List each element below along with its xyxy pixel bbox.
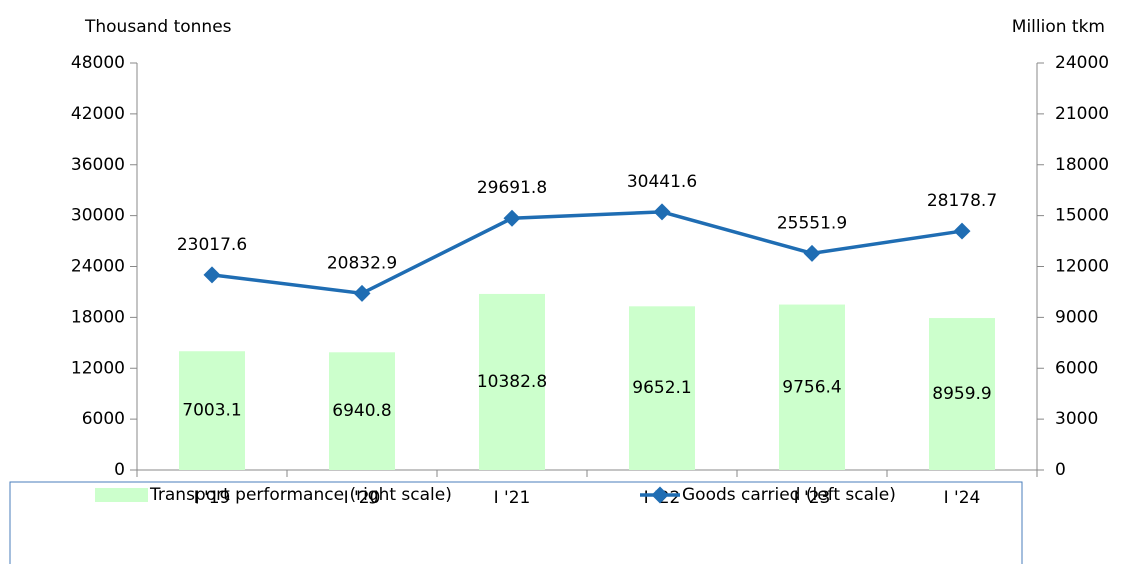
- bar: [779, 304, 845, 470]
- line-marker: [653, 203, 671, 221]
- y-axis-title: Thousand tonnes: [84, 17, 232, 37]
- legend-label: Transport performance (right scale): [149, 485, 452, 505]
- line-value-label: 30441.6: [627, 172, 697, 192]
- y2-tick-label: 21000: [1055, 104, 1109, 124]
- y2-tick-label: 18000: [1055, 155, 1109, 175]
- y2-tick-label: 15000: [1055, 206, 1109, 226]
- bar-value-label: 8959.9: [932, 384, 991, 404]
- bar: [929, 318, 995, 470]
- y-tick-label: 42000: [71, 104, 125, 124]
- line-marker: [503, 209, 521, 227]
- bar-value-label: 9756.4: [782, 377, 841, 397]
- line-value-label: 25551.9: [777, 213, 847, 233]
- y-tick-label: 24000: [71, 257, 125, 277]
- line-marker: [353, 284, 371, 302]
- y-tick-label: 36000: [71, 155, 125, 175]
- y2-tick-label: 12000: [1055, 257, 1109, 277]
- line-value-label: 28178.7: [927, 191, 997, 211]
- x-tick-label: I '19: [194, 488, 231, 508]
- y-tick-label: 48000: [71, 53, 125, 73]
- x-tick-label: I '20: [344, 488, 381, 508]
- line-value-label: 29691.8: [477, 178, 547, 198]
- bar-value-label: 9652.1: [632, 378, 691, 398]
- bar: [179, 351, 245, 470]
- y2-tick-label: 0: [1055, 460, 1066, 480]
- y2-tick-label: 24000: [1055, 53, 1109, 73]
- y-tick-label: 6000: [82, 409, 125, 429]
- bar: [629, 306, 695, 470]
- bar: [329, 352, 395, 470]
- line-value-label: 23017.6: [177, 235, 247, 255]
- y-tick-label: 12000: [71, 358, 125, 378]
- y-tick-label: 0: [114, 460, 125, 480]
- x-tick-label: I '24: [944, 488, 981, 508]
- y2-tick-label: 9000: [1055, 307, 1098, 327]
- line-marker: [203, 266, 221, 284]
- y-tick-label: 18000: [71, 307, 125, 327]
- bar-value-label: 7003.1: [182, 401, 241, 421]
- y2-tick-label: 6000: [1055, 358, 1098, 378]
- line: [211, 210, 963, 296]
- bar: [479, 293, 545, 470]
- line-marker: [953, 222, 971, 240]
- line-value-label: 20832.9: [327, 253, 397, 273]
- x-tick-label: I '21: [494, 488, 531, 508]
- bar-value-label: 10382.8: [477, 372, 547, 392]
- y-tick-label: 30000: [71, 206, 125, 226]
- legend-marker: [651, 486, 669, 504]
- y2-tick-label: 3000: [1055, 409, 1098, 429]
- legend-box: [9, 481, 1023, 564]
- x-tick-label: I '23: [794, 488, 831, 508]
- y2-axis-title: Million tkm: [1012, 17, 1105, 37]
- legend-swatch: [95, 488, 148, 502]
- line-marker: [803, 244, 821, 262]
- legend-label: Goods carried (left scale): [682, 485, 896, 505]
- bar-value-label: 6940.8: [332, 401, 391, 421]
